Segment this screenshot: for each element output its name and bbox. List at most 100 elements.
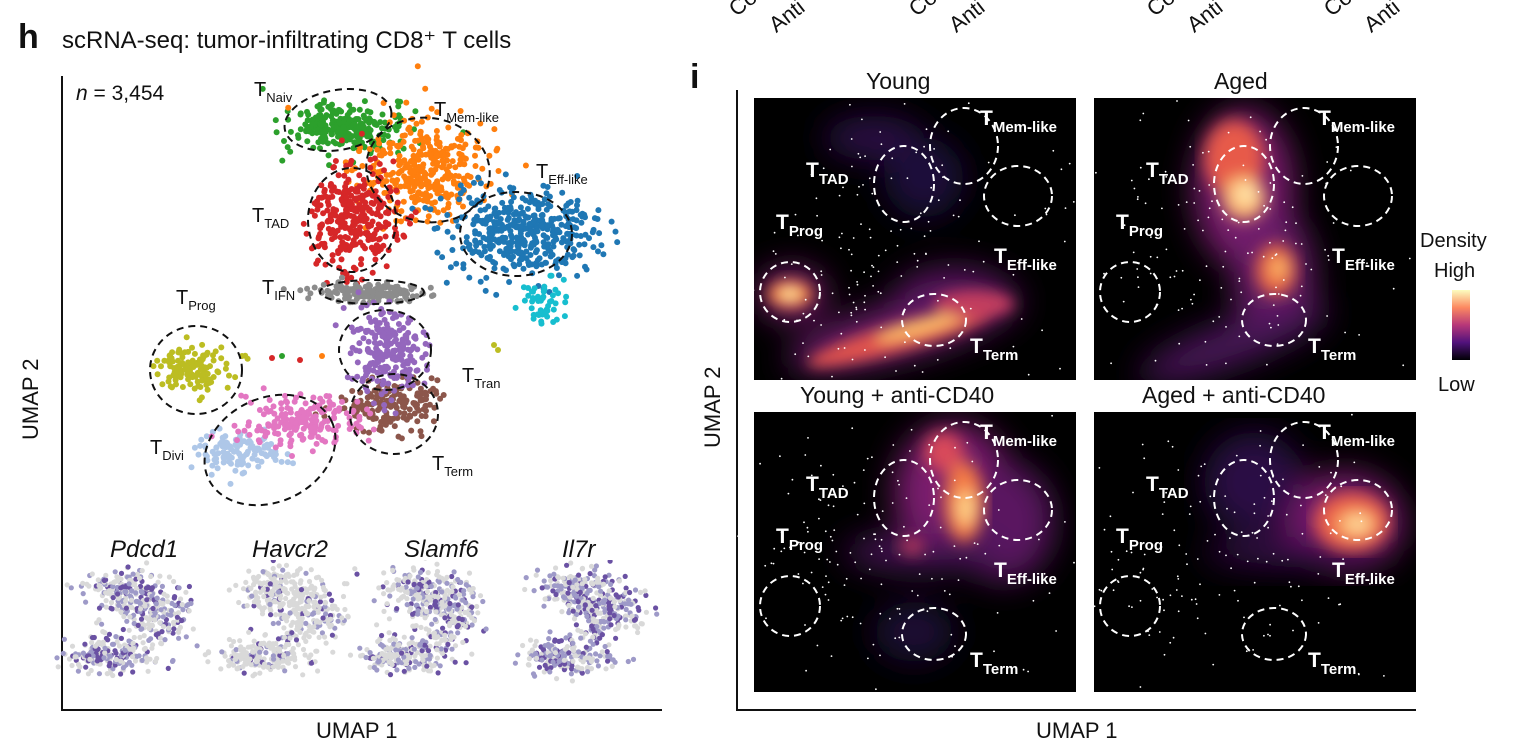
density-speckle [1301,175,1304,177]
density-speckle [850,311,853,314]
umap-point [510,194,517,201]
density-speckle [855,306,858,309]
density-speckle [942,176,944,179]
umap-point [433,183,440,190]
umap-point [348,274,355,281]
density-speckle [1244,179,1247,181]
umap-point [542,250,549,257]
density-speckle [957,215,960,218]
density-speckle [796,319,798,322]
density-speckle [877,270,880,273]
density-speckle [780,377,783,380]
umap-point [381,150,388,157]
density-speckle [1136,198,1139,201]
umap-point [439,164,445,171]
density-speckle [952,214,955,217]
umap-point [582,263,588,270]
density-speckle [1133,187,1136,190]
umap-point [300,220,307,227]
umap-point [470,179,477,186]
umap-point [297,126,304,133]
umap-point [403,99,410,106]
umap-point [594,216,601,222]
density-speckle [719,268,722,271]
density-speckle [1193,202,1196,204]
umap-point [499,199,506,206]
density-speckle [899,228,902,231]
umap-point [353,233,360,240]
umap-point [477,180,484,187]
umap-point [336,127,343,133]
density-speckle [744,346,747,349]
density-speckle [967,102,970,105]
umap-point [297,111,304,118]
umap-point [581,241,588,248]
umap-point [425,213,432,220]
density-speckle [1068,162,1071,165]
density-speckle [947,264,950,266]
umap-point [394,199,401,206]
density-speckle [864,155,866,158]
density-speckle [896,261,899,263]
umap-point [387,150,394,157]
density-speckle [940,496,942,499]
umap-point [352,241,359,248]
density-speckle [1154,359,1157,362]
density-speckle [1234,236,1237,239]
umap-point [550,243,557,250]
density-speckle [1193,187,1196,190]
umap-point [317,121,324,128]
umap-point [533,263,540,270]
density-speckle [869,236,872,239]
umap-point [387,171,394,178]
density-speckle [686,315,689,318]
umap-point [356,106,363,113]
density-speckle [1269,182,1272,184]
umap-point [590,244,597,251]
umap-point [433,128,440,134]
density-speckle [1283,201,1286,204]
umap-point [320,138,326,145]
umap-point [295,134,302,141]
umap-point [324,140,331,147]
density-speckle [840,332,843,335]
umap-point [434,109,441,116]
umap-point [449,247,456,253]
density-speckle [852,237,855,239]
umap-point [553,258,560,265]
umap-point [573,232,580,239]
umap-point [595,207,602,214]
umap-point [303,230,310,237]
density-speckle [1191,302,1194,305]
umap-point [364,232,371,239]
umap-point [478,252,485,259]
density-speckle [1325,182,1328,185]
umap-point [365,237,372,243]
n-cells-label: n = 3,454 [76,82,165,105]
umap-point [412,108,419,115]
density-speckle [1103,272,1105,275]
umap-point [398,208,405,215]
umap-point [407,169,414,176]
umap-point [287,128,294,135]
umap-point [371,121,378,128]
umap-point [338,137,345,144]
density-speckle [1130,179,1133,182]
density-speckle [1202,229,1204,232]
umap-point [506,279,513,285]
density-speckle [843,347,846,349]
density-speckle [1064,207,1067,210]
density-speckle [890,177,893,180]
density-speckle [815,197,818,200]
density-speckle [1175,270,1178,272]
density-speckle [871,264,873,267]
umap-point [472,248,479,255]
density-speckle [1284,229,1287,232]
umap-point [396,152,403,159]
density-speckle [1259,130,1261,133]
density-speckle [747,301,750,304]
density-speckle [937,199,940,202]
umap-point [436,143,443,150]
density-speckle [824,593,827,596]
density-speckle [1285,221,1288,224]
